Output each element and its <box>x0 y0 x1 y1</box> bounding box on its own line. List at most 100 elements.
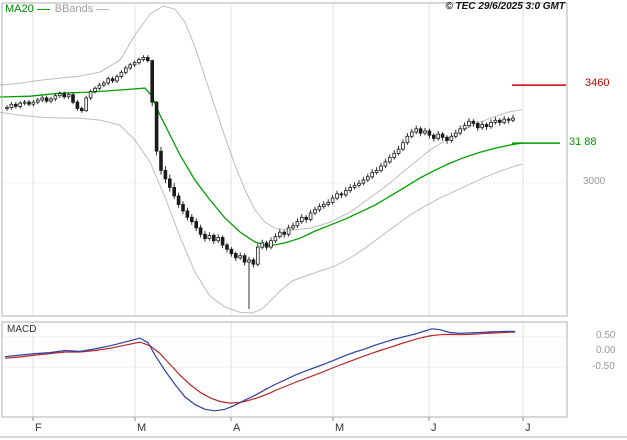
candle <box>357 180 361 188</box>
candle <box>31 100 36 107</box>
candle <box>137 57 141 65</box>
price-gridline-label: 3000 <box>583 176 606 187</box>
candle <box>440 132 445 141</box>
candle <box>291 222 295 231</box>
candle <box>471 119 476 127</box>
candle <box>467 118 471 128</box>
macd-scale-label-positive: 0.50 <box>596 330 616 341</box>
candle <box>326 199 330 207</box>
candle <box>44 95 49 104</box>
month-label: M <box>137 422 147 434</box>
candle <box>119 70 124 79</box>
candle <box>269 237 273 250</box>
candle <box>330 194 335 205</box>
month-label: J <box>525 422 531 434</box>
candle <box>339 191 344 199</box>
candle <box>198 224 203 238</box>
candle <box>225 242 229 253</box>
candle <box>189 214 194 225</box>
candle <box>102 80 106 88</box>
ma20-price-label: 31 88 <box>569 136 597 148</box>
candle <box>282 230 286 238</box>
candle <box>238 252 243 260</box>
candle <box>462 122 467 131</box>
candle <box>93 86 97 94</box>
candle <box>27 100 31 107</box>
copyright-text: © TEC 29/6/2025 3:0 GMT <box>445 1 565 12</box>
macd-panel-border <box>1 321 568 418</box>
candle <box>313 206 317 216</box>
candle <box>335 190 339 201</box>
candle <box>185 207 190 221</box>
candle <box>352 182 357 190</box>
candle <box>13 102 18 109</box>
price-panel-border <box>1 2 568 317</box>
candle <box>128 62 133 71</box>
candle <box>53 93 58 102</box>
candle <box>255 243 260 267</box>
month-label: A <box>233 422 241 434</box>
candle <box>273 233 278 243</box>
candle <box>233 251 238 261</box>
candle <box>181 201 185 215</box>
candle <box>511 114 515 123</box>
candle <box>106 76 111 86</box>
candle <box>453 129 458 139</box>
candle <box>387 154 392 164</box>
candle <box>308 209 313 222</box>
candle <box>211 233 216 244</box>
month-label: F <box>35 422 42 434</box>
candle <box>489 119 493 129</box>
candle <box>229 247 234 257</box>
candle <box>97 83 102 91</box>
ma20-line <box>0 87 523 247</box>
candle <box>145 55 150 63</box>
candle <box>493 117 498 125</box>
candle <box>365 173 370 183</box>
candle <box>66 92 71 99</box>
candle <box>383 158 388 169</box>
candle <box>370 169 374 179</box>
macd-scale-label-negative: -0.50 <box>592 361 615 372</box>
candle <box>5 105 9 111</box>
candle <box>458 125 462 136</box>
candle <box>207 232 212 241</box>
month-label: M <box>335 422 345 434</box>
candle <box>418 126 423 137</box>
candle <box>88 89 93 100</box>
candle <box>405 133 410 145</box>
candle <box>414 125 418 135</box>
macd-scale-label-zero: 0.00 <box>596 345 616 356</box>
candle <box>299 214 304 224</box>
candle <box>304 215 308 223</box>
candle <box>361 176 366 186</box>
candle <box>277 229 282 239</box>
bollinger-lower-line <box>0 111 523 314</box>
bollinger-upper-line <box>0 5 523 231</box>
candle <box>480 121 484 130</box>
candle <box>251 257 256 268</box>
ma20-line-swatch-icon <box>36 8 50 10</box>
candle <box>247 256 251 309</box>
legend-bbands-label: BBands <box>54 3 94 15</box>
candle <box>167 174 172 192</box>
candle <box>36 97 40 105</box>
candle <box>242 253 247 266</box>
candle <box>124 65 128 75</box>
legend: MA20 BBands <box>5 3 110 15</box>
candle <box>84 95 89 112</box>
candle <box>203 231 207 242</box>
macd-line <box>4 328 515 412</box>
candle <box>401 139 405 152</box>
candle <box>379 162 383 173</box>
candle <box>348 184 352 193</box>
candle <box>176 192 181 208</box>
candle <box>141 55 146 62</box>
candle <box>49 96 53 104</box>
candle <box>80 106 84 113</box>
candle <box>286 224 291 237</box>
candle <box>22 100 27 106</box>
candle <box>506 117 511 124</box>
